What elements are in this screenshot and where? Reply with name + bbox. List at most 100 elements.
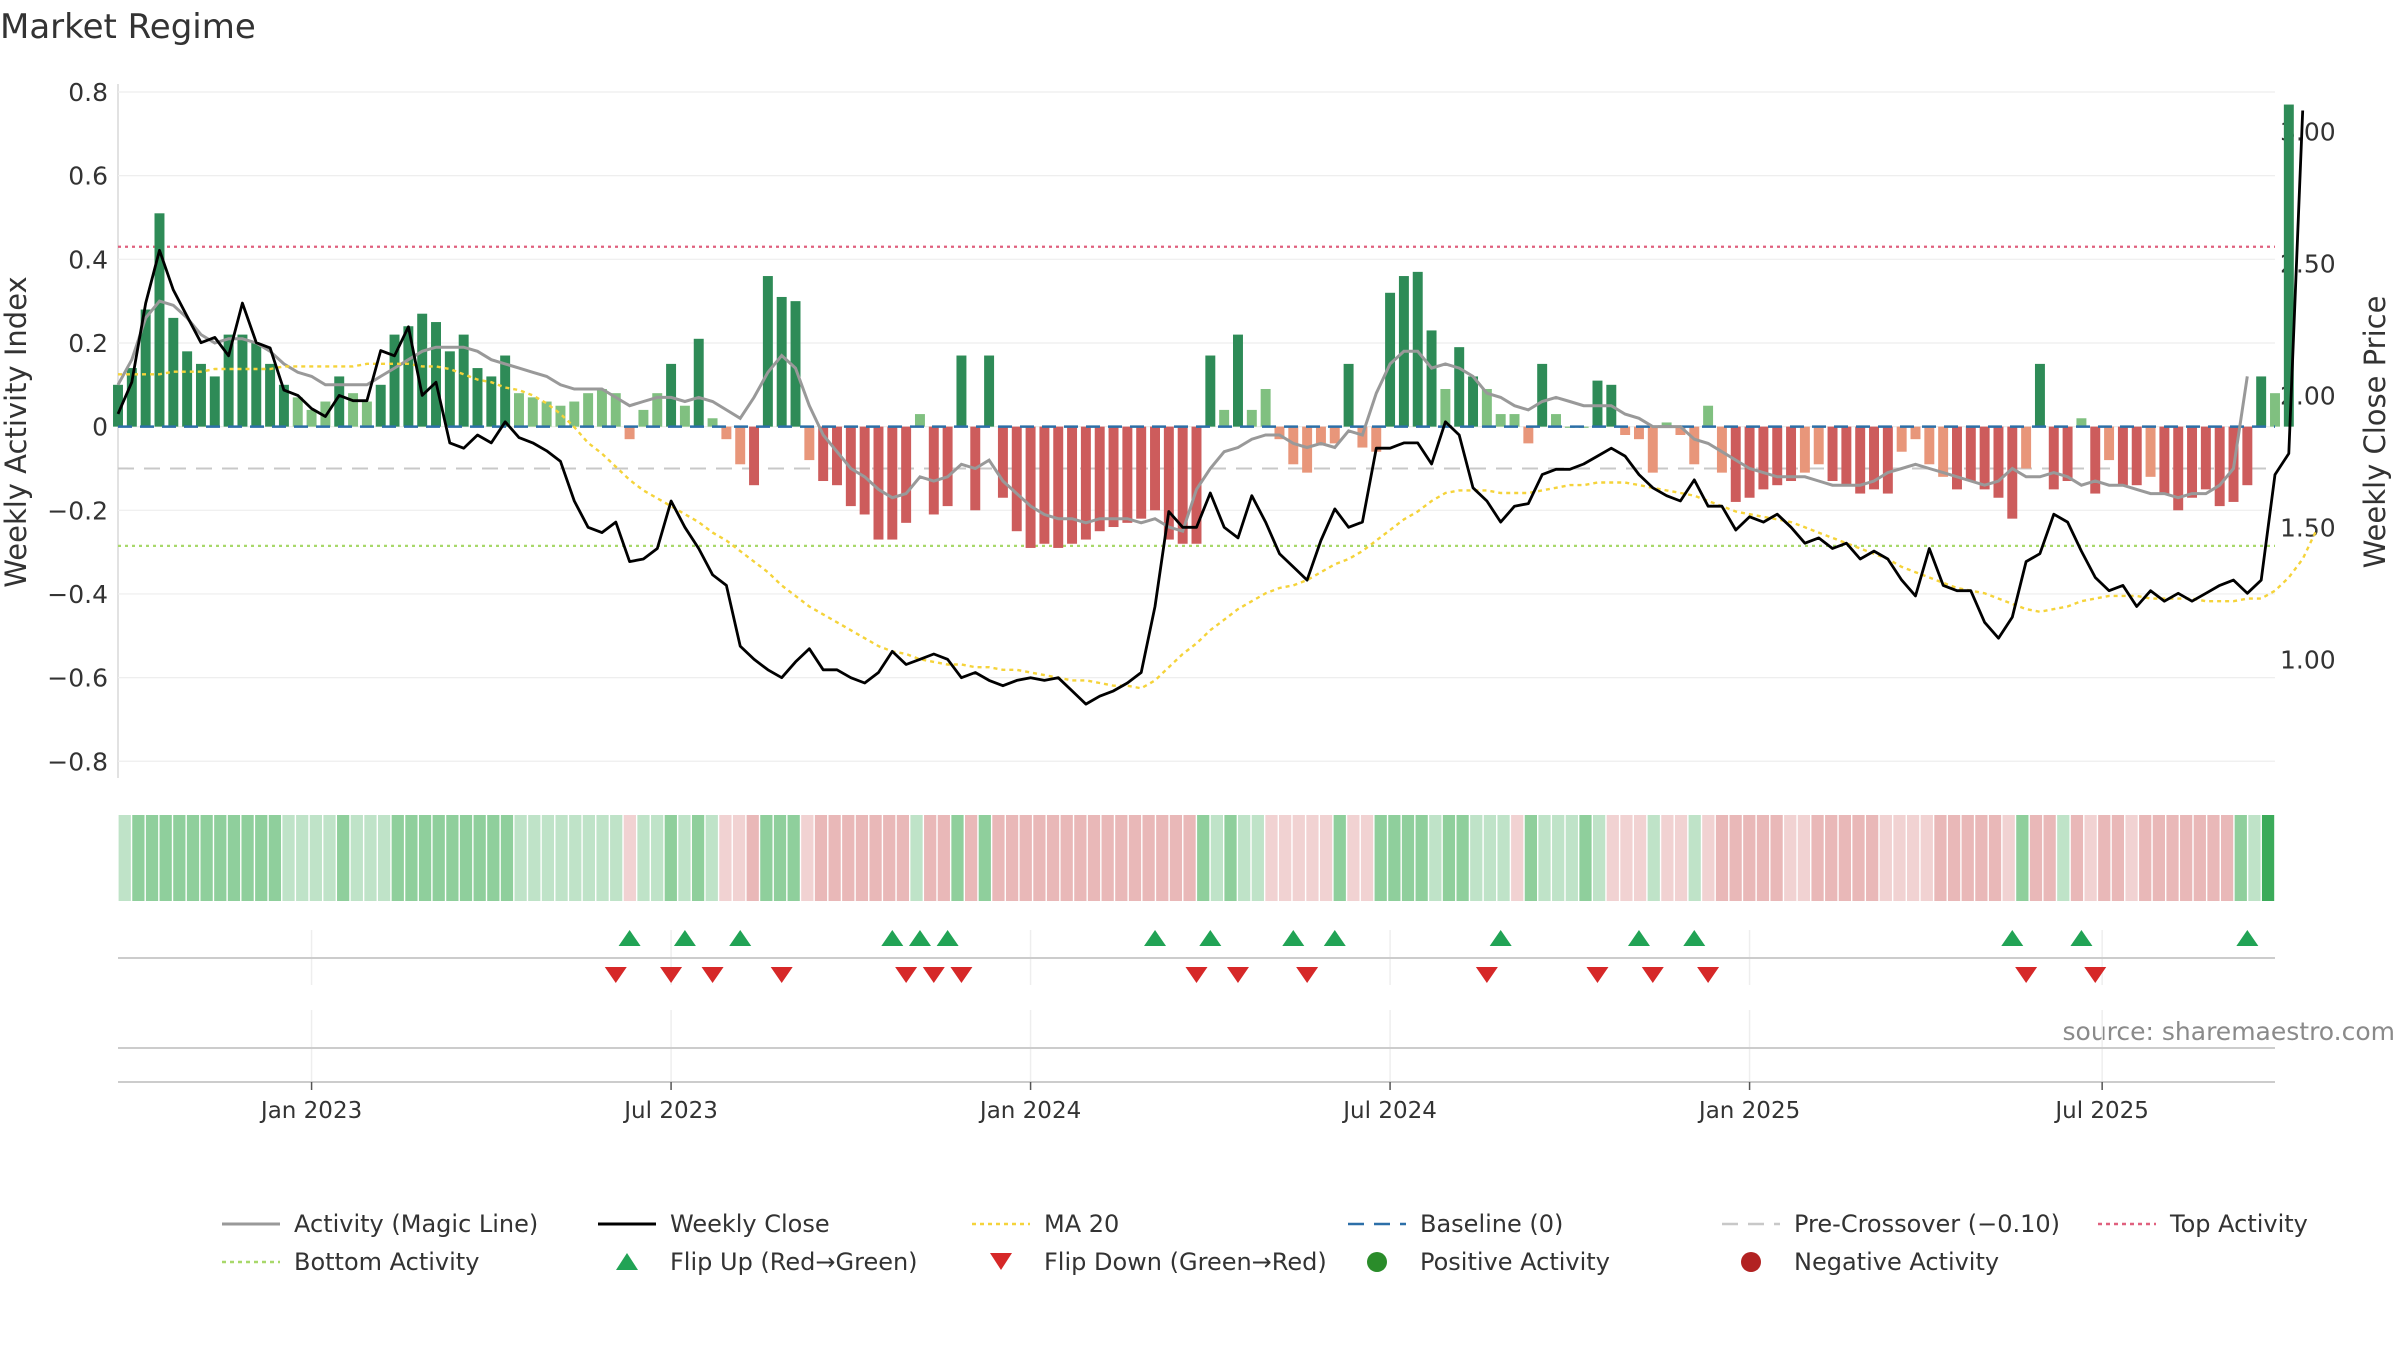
- activity-bar: [1454, 347, 1465, 427]
- regime-strip-cell: [1470, 815, 1483, 901]
- legend-label: Negative Activity: [1794, 1248, 1999, 1276]
- regime-strip-cell: [1183, 815, 1196, 901]
- activity-bar: [1136, 426, 1147, 519]
- activity-bar: [1274, 426, 1285, 440]
- legend-label: Top Activity: [2169, 1210, 2308, 1238]
- legend-label: MA 20: [1044, 1210, 1119, 1238]
- regime-strip-cell: [2098, 815, 2111, 901]
- activity-bar: [1716, 426, 1727, 473]
- regime-strip-cell: [582, 815, 596, 901]
- regime-strip-cell: [705, 815, 718, 901]
- regime-strip-cell: [1497, 815, 1510, 901]
- activity-bar: [1924, 426, 1935, 465]
- activity-bar: [527, 397, 538, 427]
- main-plot: 0.80.60.40.20−0.2−0.4−0.6−0.83.002.502.0…: [47, 78, 2336, 778]
- activity-bar: [1191, 426, 1202, 544]
- regime-strip-cell: [828, 815, 841, 901]
- activity-bar: [1011, 426, 1022, 532]
- activity-bar: [251, 342, 262, 427]
- activity-bar: [2062, 426, 2073, 482]
- activity-bar: [583, 393, 594, 427]
- activity-bar: [182, 351, 193, 427]
- regime-strip-cell: [214, 815, 227, 901]
- weekly-close-series: [116, 110, 2305, 706]
- activity-bar: [1869, 426, 1879, 490]
- activity-bar: [1412, 271, 1423, 427]
- regime-strip-cell: [1838, 815, 1851, 901]
- regime-strip-cell: [719, 815, 732, 901]
- regime-strip-cell: [896, 815, 910, 901]
- activity-bar: [1150, 426, 1160, 511]
- activity-bar: [431, 322, 441, 427]
- regime-strip-cell: [1579, 815, 1592, 901]
- regime-strip: [118, 815, 2275, 901]
- activity-bar: [1357, 426, 1368, 448]
- x-axis: Jan 2023 Jul 2023 Jan 2024 Jul 2024 Jan 2025…: [118, 1047, 2275, 1124]
- flip-down-marker: [2084, 967, 2107, 983]
- regime-strip-cell: [364, 815, 377, 901]
- regime-strip-cell: [883, 815, 896, 901]
- flip-down-marker: [604, 967, 627, 983]
- activity-bar: [1288, 426, 1299, 465]
- activity-bar: [1952, 426, 1962, 490]
- regime-strip-cell: [2166, 815, 2179, 901]
- activity-bar: [2048, 426, 2059, 490]
- regime-strip-cell: [1074, 815, 1087, 901]
- flip-up-marker: [1144, 930, 1167, 946]
- legend-item: Positive Activity: [1367, 1248, 1610, 1276]
- activity-bar: [1233, 334, 1243, 427]
- regime-strip-cell: [1906, 815, 1920, 901]
- activity-bar: [514, 393, 524, 427]
- flip-markers-panel: [118, 930, 2275, 1082]
- activity-bar: [1633, 426, 1644, 440]
- regime-strip-cell: [1702, 815, 1715, 901]
- activity-bar: [735, 426, 746, 465]
- activity-bar: [472, 368, 483, 427]
- activity-bar: [292, 397, 303, 427]
- regime-strip-cell: [664, 815, 677, 901]
- y-right-tick-label: 1.00: [2280, 645, 2336, 674]
- regime-strip-cell: [1524, 815, 1537, 901]
- flip-up-marker: [2236, 930, 2259, 946]
- regime-strip-cell: [1238, 815, 1251, 901]
- flip-down-marker: [2015, 967, 2038, 983]
- regime-strip-cell: [377, 815, 391, 901]
- legend-item: Activity (Magic Line): [222, 1210, 538, 1238]
- activity-bar: [1938, 426, 1949, 477]
- regime-strip-cell: [869, 815, 882, 901]
- regime-strip-cell: [1647, 815, 1660, 901]
- regime-strip-cell: [1852, 815, 1865, 901]
- regime-strip-cell: [1306, 815, 1319, 901]
- legend-item: Baseline (0): [1348, 1210, 1563, 1238]
- regime-strip-cell: [2043, 815, 2056, 901]
- activity-bar: [223, 334, 234, 427]
- regime-strip-cell: [651, 815, 664, 901]
- activity-bar: [1730, 426, 1741, 502]
- legend-label: Activity (Magic Line): [294, 1210, 538, 1238]
- regime-strip-cell: [2070, 815, 2084, 901]
- activity-bar: [237, 334, 248, 427]
- activity-bar: [209, 376, 220, 427]
- activity-bar: [444, 351, 455, 427]
- activity-bar: [693, 338, 704, 427]
- activity-bar: [652, 393, 663, 427]
- regime-strip-cell: [978, 815, 991, 901]
- regime-strip-cell: [678, 815, 691, 901]
- regime-strip-cell: [1825, 815, 1838, 901]
- activity-bar: [500, 355, 511, 427]
- activity-bar: [928, 426, 939, 515]
- regime-strip-cell: [418, 815, 432, 901]
- flip-up-marker: [2070, 930, 2093, 946]
- regime-strip-cell: [2029, 815, 2043, 901]
- activity-bar: [361, 401, 372, 427]
- flip-down-marker: [1475, 967, 1498, 983]
- activity-bar: [832, 426, 842, 486]
- regime-strip-cell: [1101, 815, 1114, 901]
- activity-bar: [873, 426, 884, 540]
- regime-strip-cell: [459, 815, 473, 901]
- activity-bar: [1219, 409, 1230, 427]
- activity-bar: [1205, 355, 1216, 427]
- regime-strip-cell: [2002, 815, 2015, 901]
- activity-bar: [1772, 426, 1783, 486]
- activity-bar: [486, 376, 497, 427]
